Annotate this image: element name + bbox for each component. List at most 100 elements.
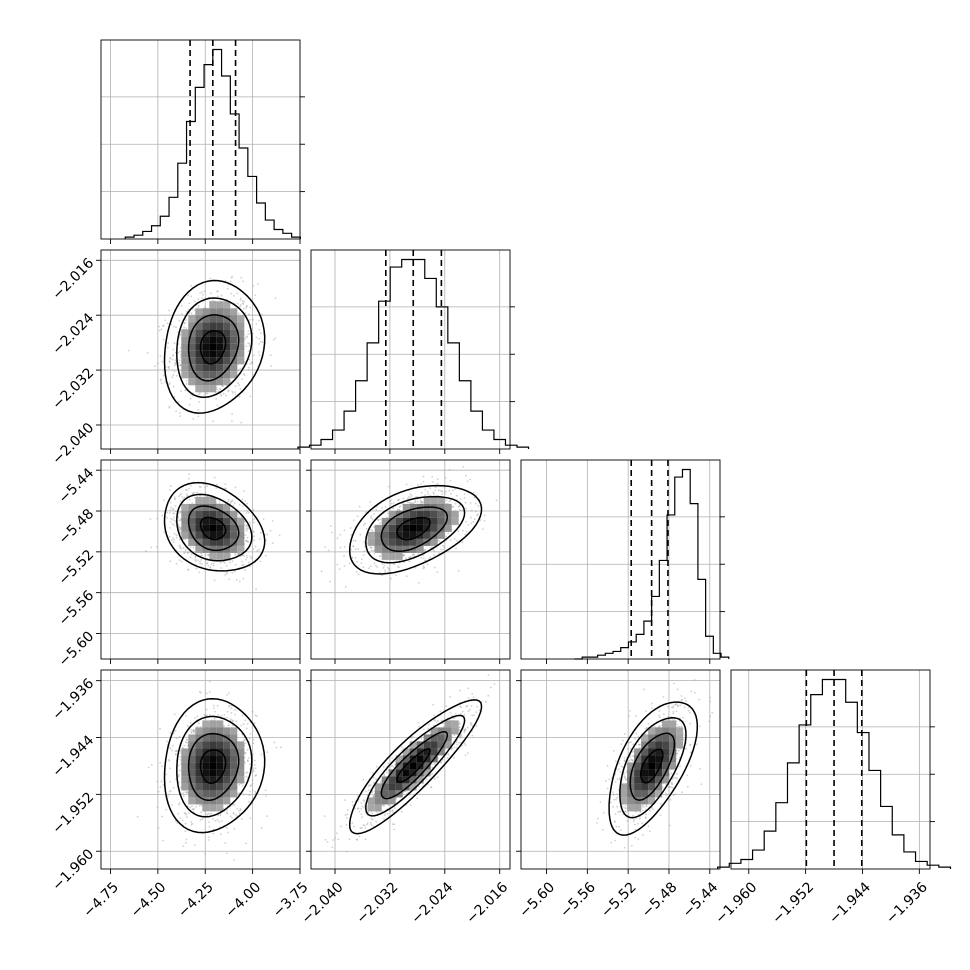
sample-point — [442, 544, 445, 547]
sample-point — [431, 476, 434, 478]
sample-point — [250, 361, 253, 364]
sample-point — [157, 362, 159, 365]
sample-point — [233, 859, 236, 861]
density-cell — [388, 531, 396, 539]
sample-point — [213, 707, 215, 710]
sample-point — [172, 348, 175, 351]
sample-point — [253, 759, 256, 762]
density-cell — [209, 762, 217, 770]
sample-point — [191, 805, 193, 808]
sample-point — [226, 572, 229, 575]
sample-point — [247, 333, 250, 335]
sample-point — [190, 728, 193, 731]
sample-point — [432, 554, 435, 556]
sample-point — [472, 491, 475, 494]
sample-point — [320, 570, 323, 573]
y-tick-label: −1.944 — [49, 732, 97, 780]
sample-point — [368, 567, 371, 570]
sample-point — [203, 393, 206, 396]
sample-point — [207, 839, 210, 841]
sample-point — [150, 764, 153, 766]
sample-point — [197, 298, 200, 301]
sample-point — [280, 746, 282, 749]
sample-point — [171, 523, 174, 525]
density-cell — [444, 503, 452, 511]
sample-point — [245, 304, 248, 307]
density-cell — [216, 720, 224, 728]
sample-point — [408, 560, 411, 563]
x-tick-label: −4.25 — [175, 879, 217, 921]
sample-point — [373, 513, 376, 515]
density-cell — [216, 343, 224, 351]
sample-point — [166, 517, 169, 519]
sample-point — [156, 780, 159, 783]
sample-point — [172, 385, 175, 388]
density-cell — [195, 545, 203, 553]
sample-point — [248, 344, 251, 347]
sample-point — [183, 812, 186, 814]
sample-point — [260, 332, 262, 334]
density-cell — [230, 322, 238, 330]
density-cell — [223, 538, 231, 546]
density-cell — [181, 329, 189, 337]
sample-point — [235, 720, 238, 723]
sample-point — [216, 819, 219, 821]
sample-point — [163, 374, 166, 377]
sample-point — [454, 488, 456, 490]
sample-point — [253, 722, 256, 725]
density-cell — [230, 755, 238, 763]
sample-point — [249, 363, 252, 365]
sample-point — [209, 680, 211, 683]
sample-point — [214, 819, 217, 822]
sample-point — [147, 766, 150, 769]
y-tick-label: −2.024 — [49, 310, 97, 358]
sample-point — [205, 692, 208, 695]
sample-point — [452, 505, 455, 508]
sample-point — [242, 723, 245, 726]
sample-point — [275, 746, 278, 749]
sample-point — [445, 535, 447, 538]
sample-point — [175, 753, 177, 756]
sample-point — [179, 500, 182, 503]
sample-point — [271, 520, 274, 522]
sample-point — [169, 780, 172, 783]
sample-point — [179, 334, 181, 336]
sample-point — [432, 481, 434, 483]
sample-point — [356, 560, 358, 563]
density-cell — [181, 503, 189, 511]
sample-point — [198, 804, 201, 807]
sample-point — [448, 500, 451, 503]
sample-point — [379, 571, 381, 574]
density-cell — [451, 517, 459, 525]
density-cell — [188, 315, 196, 323]
sample-point — [197, 306, 200, 308]
density-cell — [230, 371, 238, 379]
histogram-panel: −1.960 −1.952 −1.944 −1.936 — [712, 669, 952, 927]
density-cell — [195, 357, 203, 365]
density-cell — [202, 503, 210, 511]
sample-point — [178, 359, 181, 362]
sample-point — [458, 509, 461, 511]
density-cell — [188, 336, 196, 344]
sample-point — [175, 534, 178, 537]
sample-point — [201, 297, 203, 299]
sample-point — [474, 502, 477, 505]
y-tick-label: −5.60 — [56, 628, 98, 670]
density-cell — [223, 378, 231, 386]
x-tick-label: −4.50 — [128, 879, 170, 921]
sample-point — [237, 552, 240, 555]
density-cell — [237, 315, 245, 323]
sample-point — [351, 557, 354, 559]
sample-point — [254, 714, 257, 717]
sample-point — [207, 836, 210, 838]
density-cell — [202, 322, 210, 330]
sample-point — [243, 308, 245, 310]
sample-point — [244, 337, 247, 340]
sample-point — [249, 521, 251, 524]
density-cell — [223, 790, 231, 798]
sample-point — [254, 294, 257, 297]
density-cell — [223, 322, 231, 330]
sample-point — [136, 815, 139, 818]
sample-point — [265, 539, 268, 542]
axes-frame — [310, 249, 511, 450]
